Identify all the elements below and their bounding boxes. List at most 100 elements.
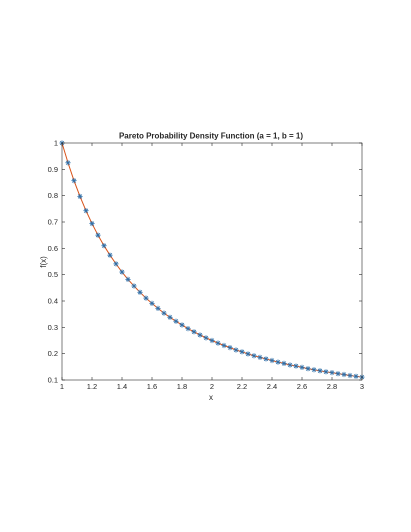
data-point-stroke <box>269 358 275 363</box>
x-tick-label: 1.6 <box>147 382 157 391</box>
y-tick-label: 0.7 <box>48 218 58 227</box>
data-point-stroke <box>275 359 281 365</box>
data-point-stroke <box>347 373 353 378</box>
x-tick-label: 2.4 <box>267 382 277 391</box>
data-point-stroke <box>137 290 143 295</box>
data-point <box>191 329 197 335</box>
y-tick-label: 0.4 <box>48 297 58 306</box>
data-point-stroke <box>143 295 149 301</box>
data-point <box>275 359 281 365</box>
data-point <box>155 305 161 311</box>
data-point-stroke <box>281 361 287 366</box>
data-point <box>203 335 209 341</box>
data-point-stroke <box>251 353 257 358</box>
data-point <box>167 314 173 320</box>
data-point-stroke <box>113 261 119 267</box>
data-point <box>119 269 125 275</box>
data-point <box>137 289 143 295</box>
axes-layer: 1 1.2 1.4 1.6 1.8 2 2.2 2.4 2.6 2.8 3 0.1 0.2 0.3 0.4 0… <box>48 139 365 392</box>
data-point <box>269 357 275 364</box>
data-point <box>263 356 269 362</box>
data-point-stroke <box>77 194 83 199</box>
data-point-stroke <box>311 367 317 372</box>
data-point-stroke <box>119 269 125 275</box>
data-point-stroke <box>299 365 305 370</box>
data-point-stroke <box>335 371 341 376</box>
data-point <box>113 261 119 267</box>
data-point-stroke <box>353 374 359 379</box>
data-point-stroke <box>323 369 329 374</box>
data-point <box>209 337 215 344</box>
data-point <box>221 342 227 349</box>
data-point <box>239 349 245 355</box>
data-point <box>299 364 305 370</box>
data-point <box>95 232 101 238</box>
data-point-stroke <box>203 335 209 341</box>
data-point <box>311 367 317 373</box>
y-tick-label: 0.6 <box>48 244 58 253</box>
data-point <box>257 354 263 360</box>
data-point-stroke <box>131 283 137 289</box>
data-point <box>341 371 347 378</box>
data-point <box>185 326 191 332</box>
series-layer <box>59 140 365 380</box>
data-point <box>65 160 71 166</box>
data-point <box>227 345 233 351</box>
data-point-stroke <box>83 208 89 213</box>
x-axis-label: x <box>209 393 213 402</box>
data-point-stroke <box>245 351 251 357</box>
data-point-stroke <box>179 322 185 328</box>
data-point <box>215 340 221 346</box>
data-point-stroke <box>173 319 179 324</box>
data-point-stroke <box>329 370 335 375</box>
x-tick-label: 1.8 <box>177 382 187 391</box>
data-point-stroke <box>197 332 203 338</box>
x-tick-label: 2.6 <box>297 382 307 391</box>
data-point <box>317 368 323 374</box>
y-tick-label: 0.3 <box>48 323 58 332</box>
data-point <box>329 370 335 376</box>
data-point <box>149 300 155 306</box>
data-point-stroke <box>107 253 113 258</box>
data-point <box>89 220 95 227</box>
data-point <box>131 283 137 289</box>
data-point <box>143 295 149 301</box>
y-tick-label: 0.9 <box>48 165 58 174</box>
data-point-stroke <box>155 306 161 311</box>
data-point <box>347 372 353 379</box>
x-tick-label: 1.2 <box>87 382 97 391</box>
data-point-stroke <box>317 368 323 373</box>
data-point-stroke <box>185 326 191 331</box>
y-tick-label: 1 <box>54 139 58 148</box>
data-point <box>107 252 113 258</box>
data-point <box>245 351 251 357</box>
data-point <box>323 369 329 375</box>
x-tick-label: 1.4 <box>117 382 127 391</box>
data-point-stroke <box>287 362 293 368</box>
data-point-stroke <box>239 349 245 354</box>
data-point-stroke <box>149 301 155 306</box>
data-point <box>83 208 89 214</box>
data-point <box>251 353 257 359</box>
data-point-stroke <box>293 363 299 369</box>
data-point-stroke <box>125 277 131 282</box>
data-point <box>233 347 239 353</box>
y-axis-label: f(x) <box>39 256 48 268</box>
y-tick-label: 0.1 <box>48 376 58 385</box>
y-tick-label: 0.5 <box>48 270 58 279</box>
data-point-stroke <box>215 340 221 346</box>
data-point-stroke <box>167 315 173 320</box>
plot-area <box>62 143 362 380</box>
data-point <box>179 322 185 328</box>
data-point-stroke <box>221 343 227 348</box>
data-point <box>353 373 359 379</box>
data-point <box>293 363 299 369</box>
data-point-stroke <box>233 347 239 353</box>
data-point <box>101 243 107 249</box>
data-point <box>197 332 203 338</box>
y-tick-label: 0.2 <box>48 349 58 358</box>
data-point <box>125 276 131 283</box>
data-point-stroke <box>89 221 95 226</box>
data-point <box>305 366 311 372</box>
